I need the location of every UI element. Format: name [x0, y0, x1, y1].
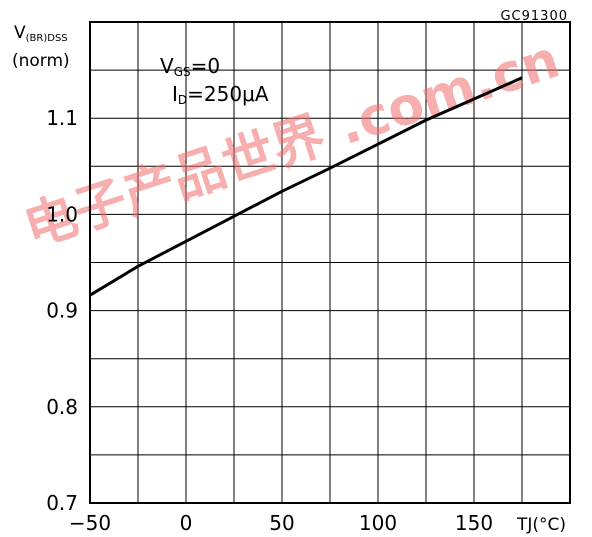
- y-axis-label-unit: (norm): [12, 51, 70, 71]
- x-tick-label: −50: [69, 511, 111, 535]
- grid: [90, 22, 570, 503]
- condition-vgs-value: =0: [191, 54, 220, 78]
- x-tick-labels: −50 0 50 100 150: [69, 511, 493, 535]
- plot-frame: [89, 21, 571, 504]
- condition-vgs-main: V: [160, 54, 174, 78]
- y-axis-label-subscript: (BR)DSS: [26, 33, 68, 44]
- y-tick-label: 0.7: [46, 491, 78, 515]
- condition-vgs-subscript: GS: [174, 65, 191, 79]
- watermark-text: 电子产品世界 .com.cn: [17, 30, 566, 260]
- condition-id-main: I: [172, 82, 178, 106]
- y-tick-label: 1.1: [46, 106, 78, 130]
- x-axis-label: TJ(°C): [516, 515, 566, 535]
- series-line: [89, 76, 523, 297]
- watermark: 电子产品世界 .com.cn: [17, 30, 566, 260]
- y-axis-label: V(BR)DSS: [14, 23, 68, 44]
- figure-code-label: GC91300: [500, 9, 568, 24]
- y-axis-label-main: V: [14, 23, 26, 43]
- condition-id-value: =250μA: [187, 82, 269, 106]
- y-tick-label: 0.8: [46, 395, 78, 419]
- y-tick-labels: 0.7 0.8 0.9 1.0 1.1: [46, 106, 78, 515]
- series-layer: [89, 76, 523, 297]
- x-tick-label: 150: [455, 511, 493, 535]
- condition-id-subscript: D: [178, 93, 187, 107]
- y-tick-label: 0.9: [46, 299, 78, 323]
- condition-id: ID=250μA: [172, 82, 269, 107]
- y-tick-label: 1.0: [46, 202, 78, 226]
- x-tick-label: 0: [180, 511, 193, 535]
- x-tick-label: 100: [359, 511, 397, 535]
- x-tick-label: 50: [269, 511, 294, 535]
- condition-vgs: VGS=0: [160, 54, 220, 79]
